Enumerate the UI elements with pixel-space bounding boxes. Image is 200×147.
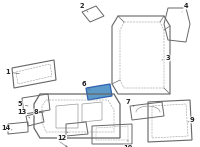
Polygon shape	[86, 84, 112, 100]
Text: 13: 13	[17, 109, 30, 118]
Text: 12: 12	[57, 132, 68, 141]
Text: 3: 3	[162, 55, 170, 61]
Text: 9: 9	[188, 117, 194, 123]
Text: 5: 5	[18, 101, 28, 107]
Text: 4: 4	[182, 3, 188, 12]
Text: 2: 2	[80, 3, 88, 12]
Text: 14: 14	[1, 125, 12, 131]
Text: 1: 1	[6, 69, 19, 75]
Text: 8: 8	[34, 109, 44, 115]
Text: 7: 7	[126, 99, 134, 106]
Text: 10: 10	[123, 140, 133, 147]
Text: 11: 11	[0, 146, 1, 147]
Text: 6: 6	[82, 81, 90, 90]
